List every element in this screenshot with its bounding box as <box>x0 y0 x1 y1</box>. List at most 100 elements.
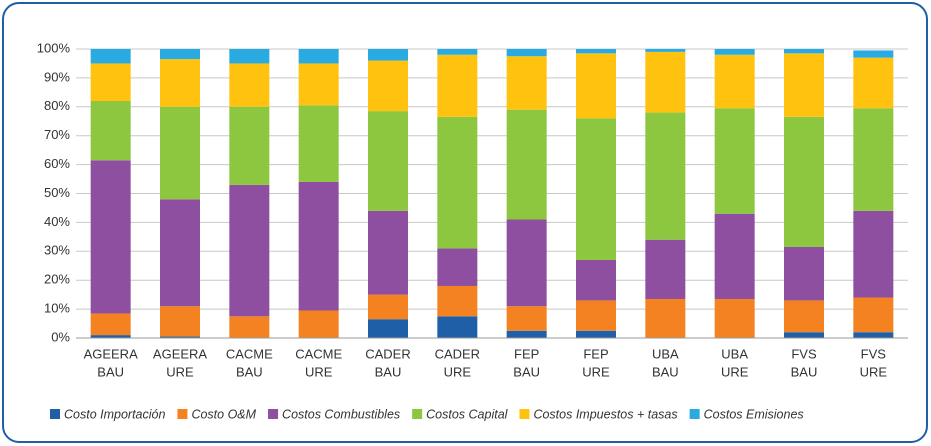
legend-label: Costos Capital <box>426 407 509 421</box>
bar-segment <box>714 298 755 338</box>
y-tick-label: 100% <box>37 40 71 55</box>
bar-segment <box>437 285 478 317</box>
bar-segment <box>90 335 131 338</box>
bar-segment <box>645 51 686 113</box>
x-tick-label: BAU <box>97 364 124 379</box>
x-tick-label: AGEERA <box>84 346 139 361</box>
bar-segment <box>368 60 408 112</box>
bar-segment <box>576 118 616 260</box>
legend-swatch <box>268 409 279 419</box>
y-tick-label: 40% <box>44 214 70 229</box>
y-tick-label: 0% <box>51 329 70 344</box>
bar-segment <box>645 239 686 299</box>
bar-segment <box>714 108 755 214</box>
bar-segment <box>90 63 131 102</box>
x-tick-label: CACME <box>226 346 273 361</box>
y-tick-label: 80% <box>44 98 70 113</box>
bar-segment <box>576 53 616 119</box>
x-tick-label: AGEERA <box>153 346 208 361</box>
legend-label: Costos Emisiones <box>704 407 804 421</box>
x-tick-label: BAU <box>791 364 818 379</box>
y-tick-label: 10% <box>44 301 70 316</box>
y-tick-label: 60% <box>44 156 70 171</box>
x-tick-label: FVS <box>791 346 817 361</box>
legend-swatch <box>519 409 530 419</box>
bar-segment <box>229 49 270 64</box>
x-tick-label: FEP <box>583 346 608 361</box>
bar-segment <box>229 106 270 185</box>
legend-label: Costo O&M <box>191 407 256 421</box>
bar-segment <box>853 50 894 58</box>
bar-segment <box>576 300 616 331</box>
y-tick-label: 30% <box>44 243 70 258</box>
x-tick-label: FEP <box>514 346 539 361</box>
legend-swatch <box>689 409 700 419</box>
x-tick-label: URE <box>721 364 749 379</box>
bar-segment <box>437 54 478 117</box>
bar-segment <box>90 160 131 314</box>
x-tick-label: CADER <box>365 346 411 361</box>
bar-segment <box>298 49 339 64</box>
bar-segment <box>645 298 686 338</box>
legend-swatch <box>412 409 423 419</box>
y-tick-label: 50% <box>44 185 70 200</box>
bar-segment <box>853 108 894 211</box>
bar-segment <box>368 210 408 295</box>
x-tick-label: URE <box>166 364 194 379</box>
bar-segment <box>784 246 824 301</box>
bar-segment <box>853 57 894 109</box>
bar-segment <box>576 259 616 301</box>
bar-segment <box>506 306 547 331</box>
x-tick-label: CACME <box>295 346 342 361</box>
bar-segment <box>368 111 408 211</box>
bar-segment <box>853 332 894 338</box>
x-tick-label: CADER <box>435 346 481 361</box>
bar-segment <box>437 49 478 55</box>
x-tick-label: URE <box>305 364 333 379</box>
bar-segment <box>576 330 616 338</box>
y-tick-label: 70% <box>44 127 70 142</box>
x-tick-label: BAU <box>375 364 402 379</box>
bar-segment <box>160 59 200 107</box>
bar-segment <box>90 101 131 161</box>
bar-segment <box>506 219 547 307</box>
bar-segment <box>298 181 339 311</box>
bar-segment <box>784 49 824 54</box>
bar-segment <box>160 49 200 60</box>
bar-segment <box>853 297 894 333</box>
bar-segment <box>784 53 824 117</box>
bar-segment <box>506 49 547 57</box>
legend-swatch <box>50 409 60 419</box>
bar-segment <box>784 332 824 338</box>
legend-label: Costos Combustibles <box>282 407 400 421</box>
bar-segment <box>714 54 755 109</box>
bar-segment <box>437 116 478 249</box>
bar-segment <box>576 49 616 54</box>
bar-segment <box>298 105 339 182</box>
x-tick-label: URE <box>582 364 610 379</box>
bar-segment <box>229 63 270 107</box>
bar-segment <box>160 106 200 200</box>
bar-segment <box>853 210 894 298</box>
x-tick-label: BAU <box>652 364 679 379</box>
bar-segment <box>714 213 755 299</box>
bar-segment <box>298 63 339 106</box>
x-tick-label: FVS <box>861 346 887 361</box>
bar-segment <box>714 49 755 55</box>
bar-segment <box>368 49 408 61</box>
bar-segment <box>368 319 408 338</box>
bar-segment <box>506 330 547 338</box>
x-tick-label: UBA <box>652 346 679 361</box>
bar-segment <box>160 306 200 337</box>
bar-segment <box>90 49 131 64</box>
bar-segment <box>645 49 686 52</box>
legend-label: Costos Impuestos + tasas <box>533 407 677 421</box>
bar-segment <box>437 248 478 286</box>
bar-segment <box>784 116 824 247</box>
x-tick-label: BAU <box>236 364 263 379</box>
x-tick-label: URE <box>860 364 888 379</box>
bar-segment <box>298 310 339 338</box>
x-tick-label: BAU <box>513 364 540 379</box>
bar-segment <box>229 184 270 317</box>
